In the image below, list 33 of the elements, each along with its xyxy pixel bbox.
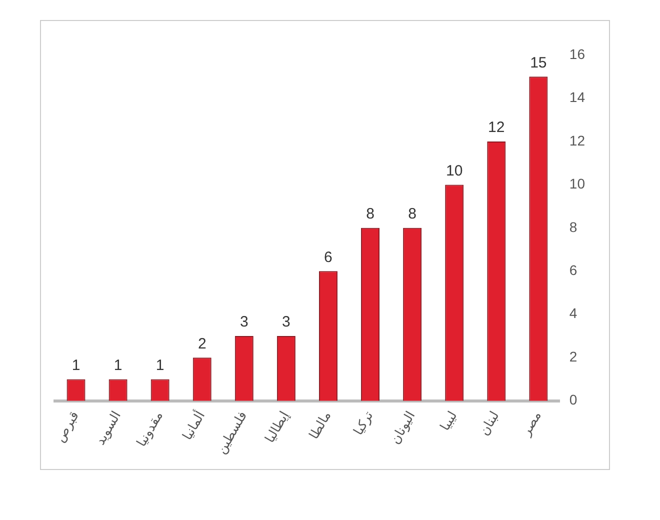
x-tick-label: مصر [518, 408, 545, 440]
x-tick-label: تركيا [351, 408, 377, 438]
x-tick-label: مالطا [306, 408, 335, 442]
x-tick-label: السويد [93, 408, 124, 448]
data-label: 2 [198, 335, 206, 352]
data-label: 12 [488, 119, 505, 136]
y-tick-label: 10 [569, 176, 586, 192]
data-label: 6 [324, 248, 332, 266]
y-tick-label: 16 [569, 46, 586, 62]
y-tick-label: 12 [569, 132, 586, 148]
y-tick-label: 14 [569, 89, 586, 106]
data-label: 1 [156, 356, 164, 374]
x-tick-label: إيطاليا [262, 408, 293, 446]
data-label: 10 [446, 162, 463, 180]
x-tick-label: ألمانيا [178, 408, 209, 443]
y-tick-label: 2 [569, 348, 578, 364]
data-label: 1 [114, 356, 122, 374]
y-tick-label: 6 [569, 262, 578, 278]
data-label: 1 [72, 356, 80, 374]
y-tick-label: 8 [569, 218, 578, 235]
data-label: 3 [240, 314, 248, 331]
x-tick-label: لبنان [477, 408, 503, 438]
x-tick-label: قبرص [52, 408, 82, 446]
x-tick-label: فلسطين [214, 408, 251, 457]
data-label: 8 [408, 206, 416, 223]
data-label: 3 [282, 314, 290, 331]
y-tick-label: 4 [569, 305, 578, 322]
y-tick-label: 0 [569, 392, 578, 408]
x-tick-label: مقدونيا [134, 408, 166, 450]
data-label: 8 [366, 206, 374, 223]
data-label: 15 [530, 54, 547, 72]
x-tick-label: ليبيا [438, 408, 461, 434]
x-tick-label: اليونان [388, 408, 419, 448]
